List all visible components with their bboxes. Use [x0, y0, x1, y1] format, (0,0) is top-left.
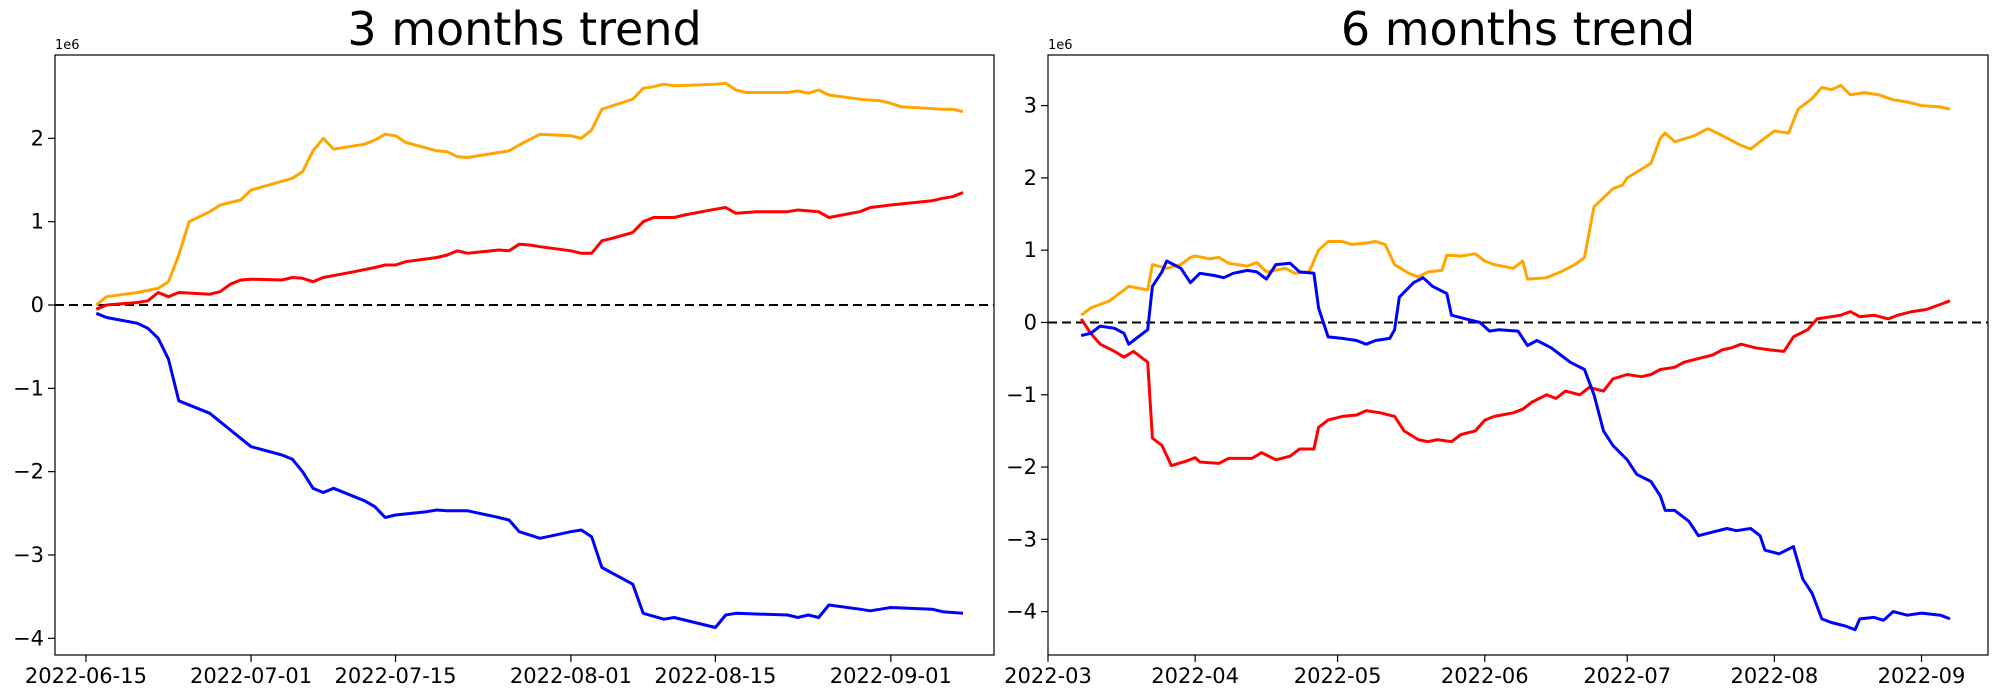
x-tick-label: 2022-08-01: [510, 664, 632, 688]
x-tick-label: 2022-08: [1730, 664, 1818, 688]
y-tick-label: 1: [31, 210, 44, 234]
x-tick-label: 2022-07-01: [190, 664, 312, 688]
chart-title: 3 months trend: [347, 2, 701, 56]
y-tick-label: −4: [1006, 600, 1037, 624]
x-tick-label: 2022-07: [1583, 664, 1671, 688]
x-tick-label: 2022-09-01: [830, 664, 952, 688]
plot-frame: [1047, 54, 1989, 656]
y-tick-label: −4: [13, 626, 44, 650]
y-scale-offset-label: 1e6: [1048, 38, 1073, 53]
y-tick-label: 0: [1024, 310, 1037, 334]
x-tick-label: 2022-08-15: [654, 664, 776, 688]
series-line-1: [1080, 83, 1951, 317]
y-tick-label: −3: [13, 543, 44, 567]
y-tick-label: 3: [1024, 94, 1037, 118]
series-line-3: [95, 311, 964, 629]
series-line-1: [95, 81, 964, 307]
y-tick-label: −3: [1006, 527, 1037, 551]
y-tick-label: −2: [1006, 455, 1037, 479]
x-tick-label: 2022-04: [1151, 664, 1239, 688]
x-tick-label: 2022-03: [1004, 664, 1092, 688]
chart-panel-1: 3 months trend 1e6 −4 −3 −2 −1 0 1 2 2022-06-15 20…: [13, 2, 995, 688]
y-tick-label: −1: [13, 376, 44, 400]
series-line-2: [1079, 299, 1951, 468]
series-line-2: [95, 191, 964, 311]
y-tick-label: 0: [31, 293, 44, 317]
y-tick-label: 1: [1024, 238, 1037, 262]
x-tick-label: 2022-06: [1441, 664, 1529, 688]
y-tick-label: 2: [1024, 166, 1037, 190]
x-tick-label: 2022-05: [1294, 664, 1382, 688]
y-scale-offset-label: 1e6: [55, 38, 80, 53]
x-tick-label: 2022-09: [1878, 664, 1966, 688]
y-tick-label: 2: [31, 126, 44, 150]
series-line-3: [1080, 259, 1951, 632]
x-tick-label: 2022-07-15: [334, 664, 456, 688]
y-tick-label: −1: [1006, 383, 1037, 407]
chart-title: 6 months trend: [1341, 2, 1695, 56]
x-tick-label: 2022-06-15: [25, 664, 147, 688]
y-tick-label: −2: [13, 460, 44, 484]
plot-frame: [54, 54, 995, 656]
chart-panel-2: 6 months trend 1e6 −4 −3 −2 −1 0 1 2 3 2022-03 2022…: [1004, 2, 1989, 688]
